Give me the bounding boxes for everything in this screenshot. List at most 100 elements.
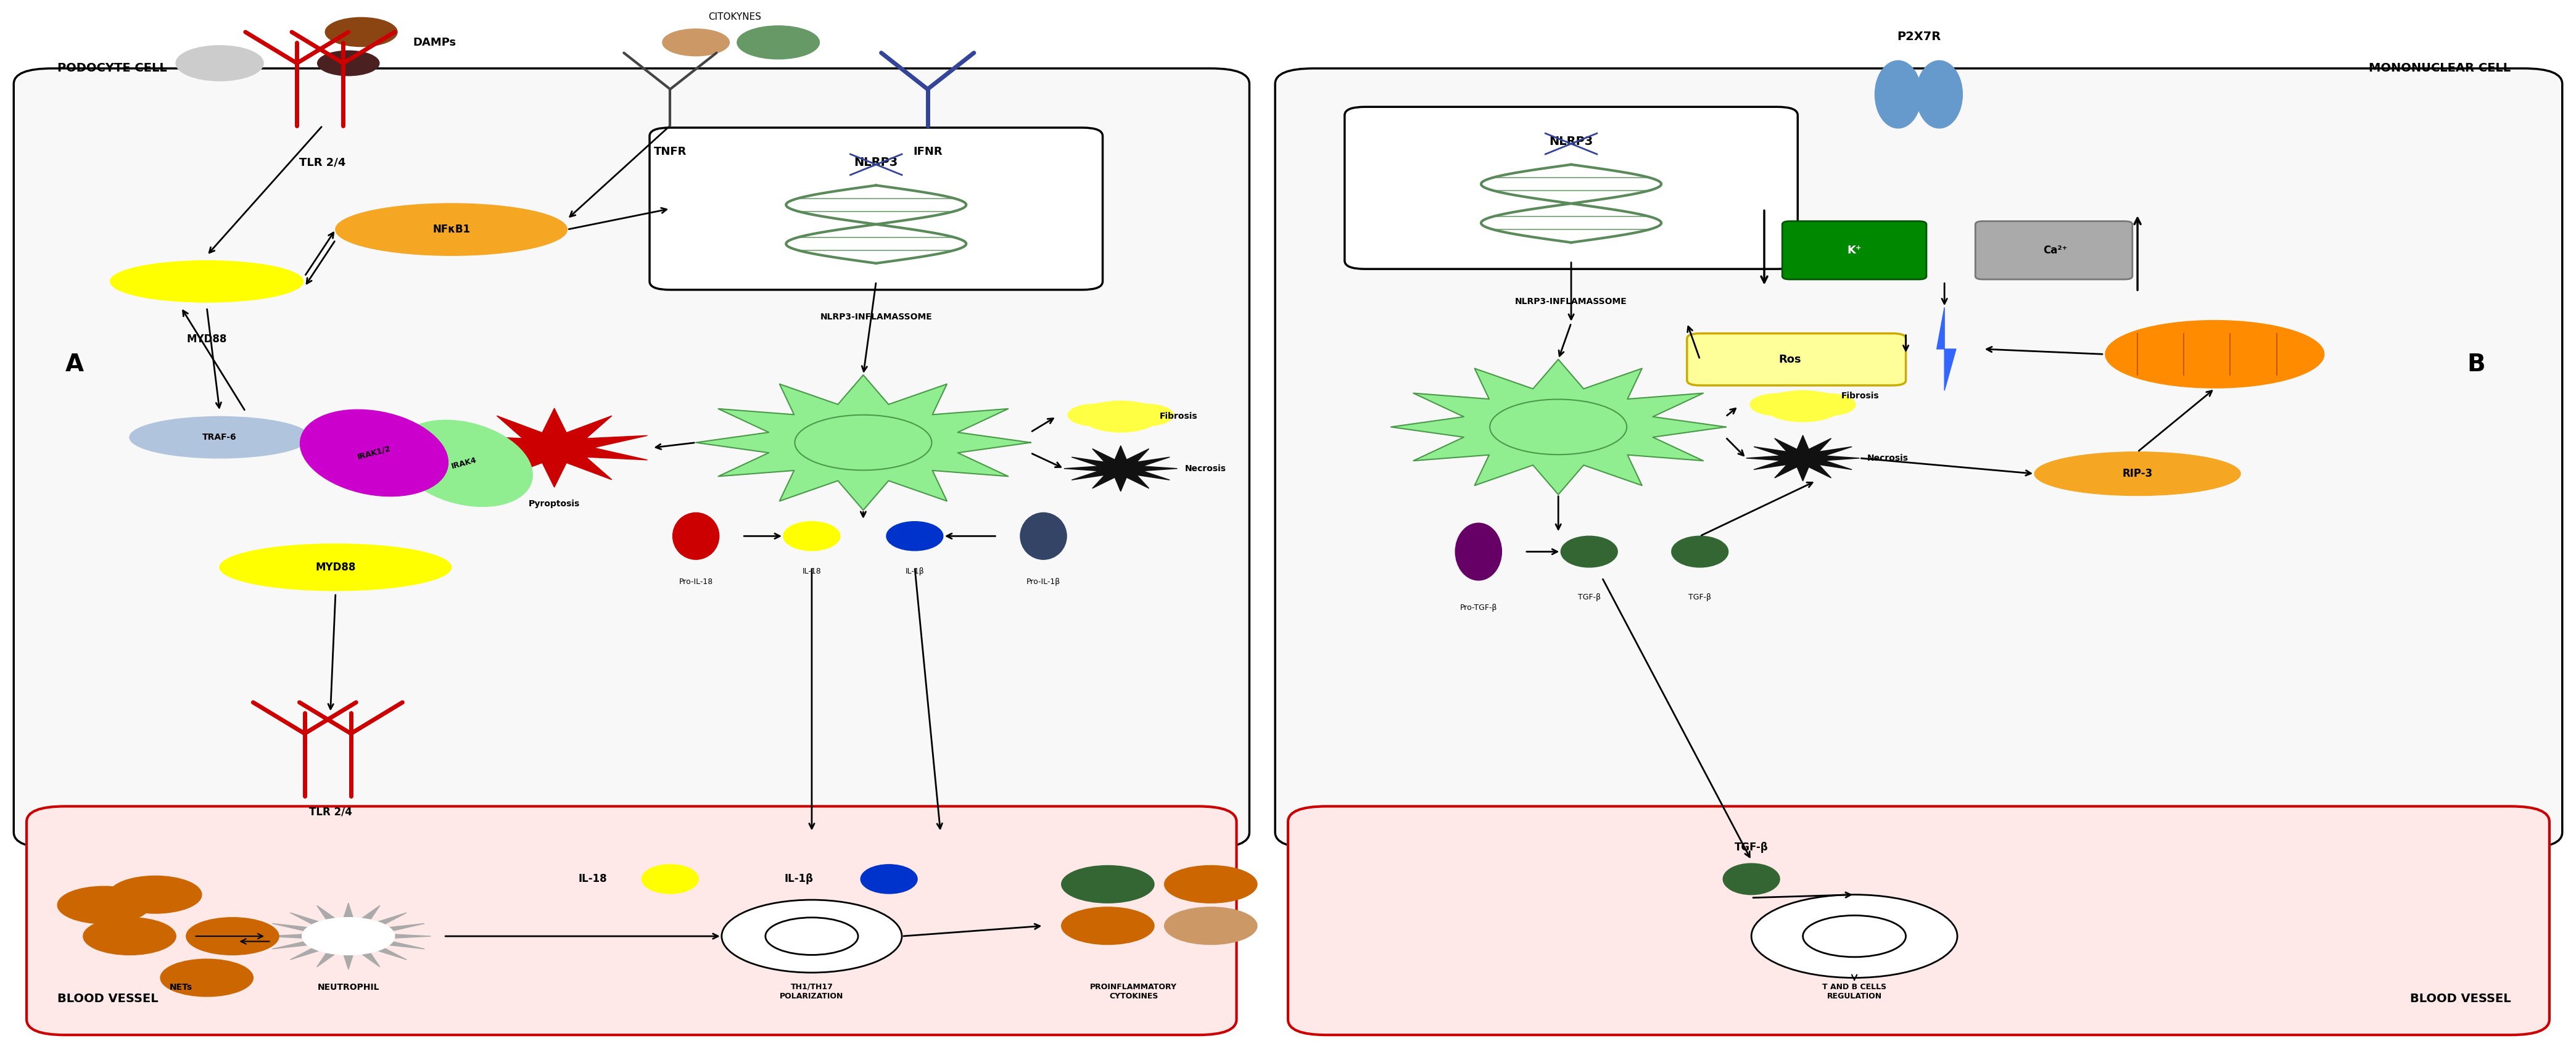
FancyBboxPatch shape xyxy=(1275,69,2563,847)
Text: TGF-β: TGF-β xyxy=(1734,842,1767,853)
Ellipse shape xyxy=(1917,60,1963,128)
Ellipse shape xyxy=(219,543,451,590)
Text: Fibrosis: Fibrosis xyxy=(1842,391,1880,400)
Text: TGF-β: TGF-β xyxy=(1577,593,1600,602)
Circle shape xyxy=(1061,865,1154,903)
Ellipse shape xyxy=(1020,513,1066,559)
Circle shape xyxy=(1082,401,1159,432)
Text: Pyroptosis: Pyroptosis xyxy=(528,500,580,508)
Circle shape xyxy=(1803,915,1906,957)
Circle shape xyxy=(796,415,933,471)
Circle shape xyxy=(108,875,201,913)
FancyBboxPatch shape xyxy=(13,69,1249,847)
Text: Ca²⁺: Ca²⁺ xyxy=(2043,245,2069,256)
Circle shape xyxy=(317,51,379,76)
Circle shape xyxy=(301,917,394,955)
Text: BLOOD VESSEL: BLOOD VESSEL xyxy=(57,993,160,1005)
FancyBboxPatch shape xyxy=(1687,333,1906,385)
Text: IRAK4: IRAK4 xyxy=(451,456,477,471)
Text: IL-1β: IL-1β xyxy=(904,567,925,576)
Text: IL-18: IL-18 xyxy=(580,873,608,885)
Ellipse shape xyxy=(129,416,309,458)
Circle shape xyxy=(160,959,252,996)
FancyBboxPatch shape xyxy=(649,128,1103,289)
FancyBboxPatch shape xyxy=(1288,807,2550,1035)
Text: P2X7R: P2X7R xyxy=(1896,31,1940,43)
Text: TLR 2/4: TLR 2/4 xyxy=(299,157,345,168)
Text: TLR 2/4: TLR 2/4 xyxy=(309,807,353,817)
Ellipse shape xyxy=(1672,536,1728,567)
Text: NFκB1: NFκB1 xyxy=(433,224,471,235)
Ellipse shape xyxy=(1561,536,1618,567)
Circle shape xyxy=(1749,393,1803,415)
Circle shape xyxy=(1801,393,1855,415)
Text: IL-1β: IL-1β xyxy=(783,873,814,885)
FancyBboxPatch shape xyxy=(1345,107,1798,269)
Text: K⁺: K⁺ xyxy=(1847,245,1862,256)
Circle shape xyxy=(1069,404,1123,426)
Text: A: A xyxy=(64,353,85,377)
Text: TRAF-6: TRAF-6 xyxy=(204,433,237,441)
Circle shape xyxy=(1164,865,1257,903)
Circle shape xyxy=(1084,403,1131,422)
Text: TNFR: TNFR xyxy=(654,147,688,157)
FancyBboxPatch shape xyxy=(26,807,1236,1035)
Text: IL-18: IL-18 xyxy=(801,567,822,576)
Ellipse shape xyxy=(2035,452,2241,496)
Text: Fibrosis: Fibrosis xyxy=(1159,412,1198,421)
Polygon shape xyxy=(1747,435,1860,481)
Circle shape xyxy=(57,886,149,923)
Circle shape xyxy=(1793,392,1839,411)
Ellipse shape xyxy=(783,522,840,551)
Ellipse shape xyxy=(2105,321,2324,388)
Circle shape xyxy=(1121,404,1175,426)
Circle shape xyxy=(721,899,902,972)
Ellipse shape xyxy=(335,204,567,255)
Circle shape xyxy=(1489,400,1628,455)
Text: Pro-IL-18: Pro-IL-18 xyxy=(680,578,714,586)
Circle shape xyxy=(1765,390,1842,422)
Ellipse shape xyxy=(641,864,698,893)
Text: CITOKYNES: CITOKYNES xyxy=(708,12,760,22)
Ellipse shape xyxy=(301,410,448,497)
Text: NLRP3-INFLAMASSOME: NLRP3-INFLAMASSOME xyxy=(1515,297,1628,306)
Circle shape xyxy=(325,18,397,47)
Text: T AND B CELLS
REGULATION: T AND B CELLS REGULATION xyxy=(1821,983,1886,1000)
Text: NETs: NETs xyxy=(170,983,193,992)
Ellipse shape xyxy=(111,260,304,302)
Text: Necrosis: Necrosis xyxy=(1868,454,1909,462)
Polygon shape xyxy=(1064,446,1177,491)
Circle shape xyxy=(1752,894,1958,977)
Circle shape xyxy=(1164,907,1257,944)
Text: Ros: Ros xyxy=(1777,354,1801,365)
Ellipse shape xyxy=(672,513,719,559)
Polygon shape xyxy=(461,408,647,487)
Text: TH1/TH17
POLARIZATION: TH1/TH17 POLARIZATION xyxy=(781,983,845,1000)
Circle shape xyxy=(82,917,175,955)
Polygon shape xyxy=(1937,307,1955,390)
Polygon shape xyxy=(696,375,1030,510)
Text: RIP-3: RIP-3 xyxy=(2123,468,2154,479)
Text: PROINFLAMMATORY
CYTOKINES: PROINFLAMMATORY CYTOKINES xyxy=(1090,983,1177,1000)
Text: IFNR: IFNR xyxy=(912,147,943,157)
Circle shape xyxy=(662,29,729,56)
Ellipse shape xyxy=(397,421,533,507)
Text: Pro-TGF-β: Pro-TGF-β xyxy=(1461,604,1497,612)
FancyBboxPatch shape xyxy=(1976,221,2133,279)
Ellipse shape xyxy=(886,522,943,551)
Circle shape xyxy=(185,917,278,955)
Text: NEUTROPHIL: NEUTROPHIL xyxy=(317,983,379,992)
Text: MYD88: MYD88 xyxy=(314,562,355,573)
Text: B: B xyxy=(2468,353,2486,377)
Text: TGF-β: TGF-β xyxy=(1687,593,1710,602)
Ellipse shape xyxy=(860,864,917,893)
Ellipse shape xyxy=(1875,60,1922,128)
Text: NLRP3-INFLAMASSOME: NLRP3-INFLAMASSOME xyxy=(819,312,933,322)
Text: MONONUCLEAR CELL: MONONUCLEAR CELL xyxy=(2370,62,2512,74)
Circle shape xyxy=(1110,403,1157,422)
Text: Necrosis: Necrosis xyxy=(1185,464,1226,473)
Polygon shape xyxy=(265,903,430,969)
Text: NLRP3: NLRP3 xyxy=(1548,136,1592,148)
Circle shape xyxy=(1061,907,1154,944)
Text: MYD88: MYD88 xyxy=(185,333,227,345)
